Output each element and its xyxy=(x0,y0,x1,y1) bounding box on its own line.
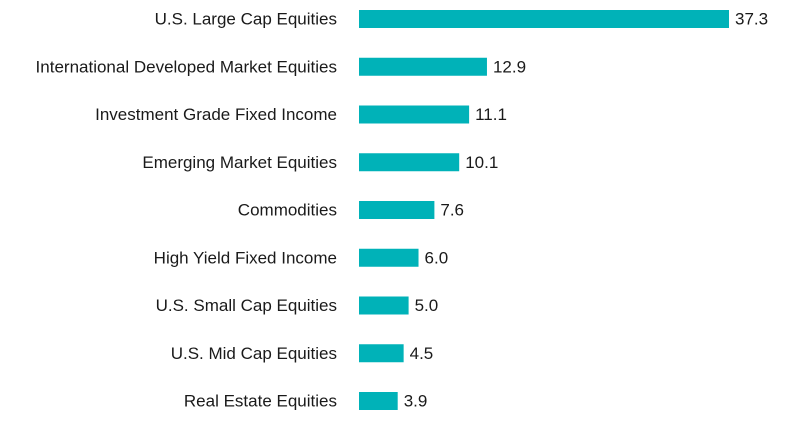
value-label: 4.5 xyxy=(410,344,434,363)
category-label: U.S. Small Cap Equities xyxy=(156,296,337,315)
value-label: 5.0 xyxy=(415,296,439,315)
category-label: Commodities xyxy=(238,201,337,220)
value-label: 11.1 xyxy=(475,105,507,124)
bar-3 xyxy=(359,153,460,172)
bar-1 xyxy=(359,57,487,76)
category-label: High Yield Fixed Income xyxy=(154,248,337,267)
value-label: 10.1 xyxy=(465,153,498,172)
bars-layer xyxy=(359,10,729,410)
bar-8 xyxy=(359,392,398,410)
bar-7 xyxy=(359,344,404,363)
value-label: 12.9 xyxy=(493,57,526,76)
category-label: U.S. Large Cap Equities xyxy=(155,10,337,29)
value-label: 6.0 xyxy=(425,248,449,267)
bar-4 xyxy=(359,201,435,219)
bar-2 xyxy=(359,105,470,124)
category-label: Investment Grade Fixed Income xyxy=(95,105,337,124)
category-label: Real Estate Equities xyxy=(184,392,337,411)
value-label: 37.3 xyxy=(735,10,768,29)
bar-0 xyxy=(359,10,729,28)
category-label: Emerging Market Equities xyxy=(142,153,337,172)
category-labels: U.S. Large Cap Equities International Dev… xyxy=(36,10,337,411)
value-labels: 37.3 12.9 11.1 10.1 7.6 6.0 5.0 4.5 3.9 xyxy=(404,10,768,411)
category-label: International Developed Market Equities xyxy=(36,57,337,76)
bar-5 xyxy=(359,248,419,267)
bar-6 xyxy=(359,296,409,315)
category-label: U.S. Mid Cap Equities xyxy=(171,344,337,363)
value-label: 3.9 xyxy=(404,392,428,411)
value-label: 7.6 xyxy=(440,201,464,220)
